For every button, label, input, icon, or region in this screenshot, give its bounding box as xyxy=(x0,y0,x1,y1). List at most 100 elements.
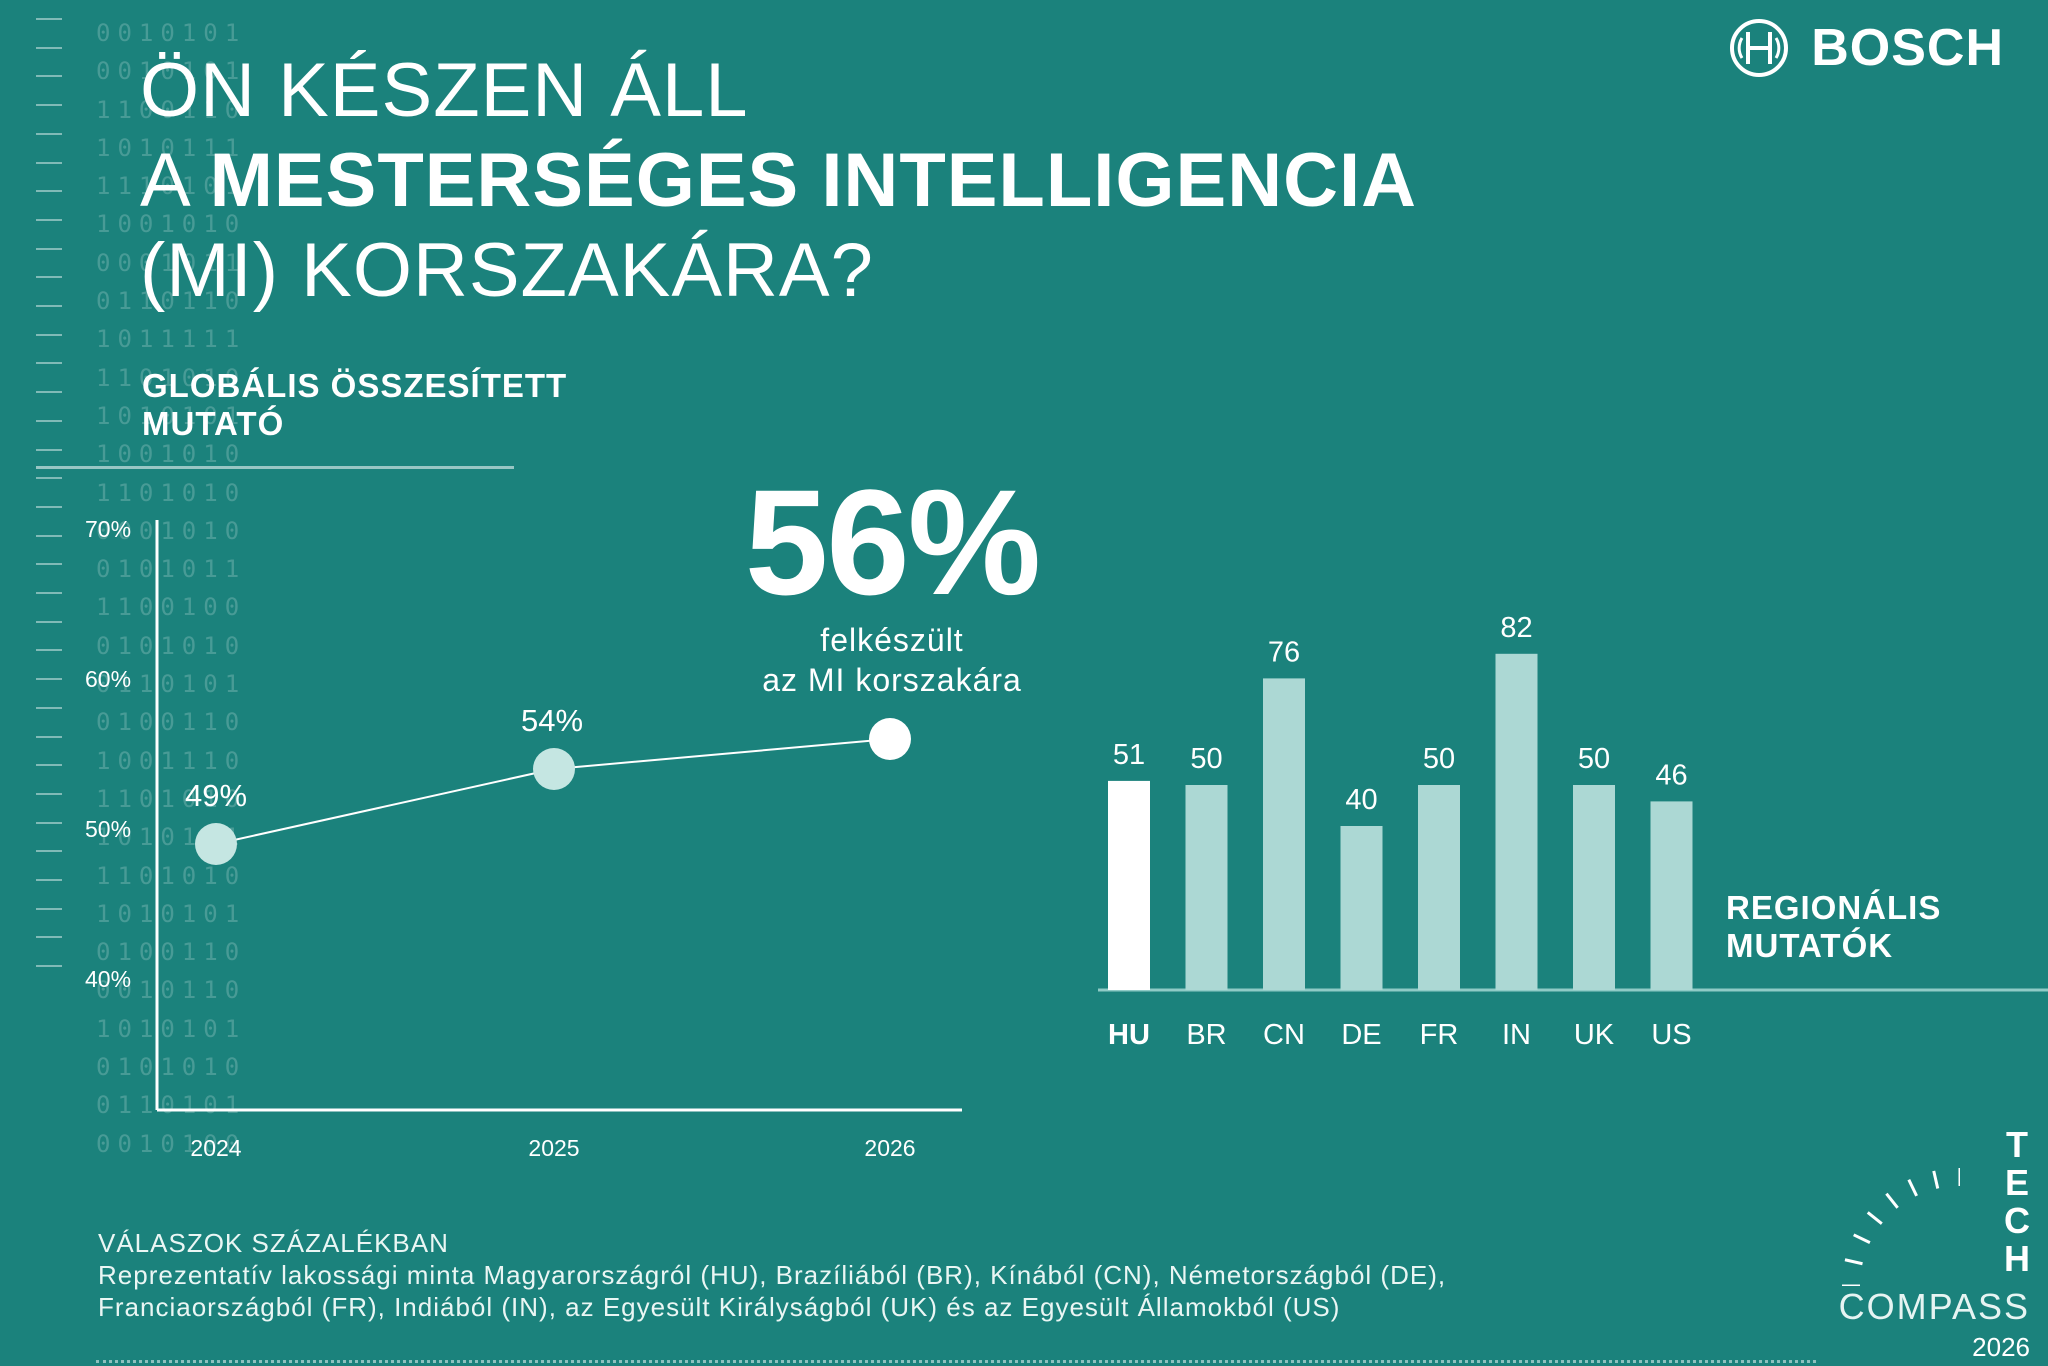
ruler-tick xyxy=(36,247,62,250)
y-tick-label: 50% xyxy=(85,816,131,842)
ruler-ticks xyxy=(36,0,64,980)
ruler-tick xyxy=(36,936,62,939)
tech-letter: T xyxy=(2006,1124,2028,1165)
bar-category-label: BR xyxy=(1186,1019,1226,1051)
title-line-3: (MI) KORSZAKÁRA? xyxy=(140,228,874,313)
ruler-tick xyxy=(36,276,62,279)
bar-category-label: FR xyxy=(1420,1019,1459,1051)
ruler-tick xyxy=(36,965,62,968)
bar-value-label: 82 xyxy=(1500,612,1532,644)
bar-category-label: HU xyxy=(1108,1019,1150,1051)
bar xyxy=(1495,653,1538,990)
bar-category-label: US xyxy=(1651,1019,1691,1051)
ruler-tick xyxy=(36,218,62,221)
global-line-chart: 70% 60% 50% 40% 2024 2025 2026 49% 54% xyxy=(85,516,962,1161)
gauge-tick xyxy=(1853,1233,1871,1244)
ruler-tick xyxy=(36,18,62,20)
bar xyxy=(1573,785,1615,990)
highlight-caption-line-2: az MI korszakára xyxy=(762,662,1022,698)
ruler-tick xyxy=(36,735,62,738)
bar-category-label: DE xyxy=(1341,1019,1381,1051)
data-label: 49% xyxy=(185,778,247,813)
gauge-tick xyxy=(1907,1179,1918,1197)
y-tick-label: 70% xyxy=(85,516,131,542)
highlight-value: 56% xyxy=(744,458,1041,626)
ruler-tick xyxy=(36,448,62,451)
data-point xyxy=(533,748,575,790)
bar xyxy=(1263,678,1305,990)
ruler-tick xyxy=(36,706,62,709)
bar-category-label: UK xyxy=(1574,1019,1615,1051)
x-tick-label: 2025 xyxy=(528,1135,579,1161)
ruler-tick xyxy=(36,563,62,566)
x-tick-label: 2026 xyxy=(864,1135,915,1161)
bar xyxy=(1340,826,1383,990)
y-tick-label: 40% xyxy=(85,966,131,992)
ruler-tick xyxy=(36,764,62,767)
ruler-tick xyxy=(36,792,62,795)
ruler-tick xyxy=(36,477,62,480)
bar-value-label: 50 xyxy=(1578,743,1610,775)
ruler-tick xyxy=(36,649,62,652)
bar xyxy=(1650,801,1693,990)
title-line-2: A MESTERSÉGES INTELLIGENCIA xyxy=(140,136,1417,226)
highlight-caption: felkészült az MI korszakára xyxy=(692,620,1092,700)
ruler-tick xyxy=(36,46,62,49)
regional-index-label: REGIONÁLIS MUTATÓK xyxy=(1726,889,1941,965)
y-tick-label: 60% xyxy=(85,666,131,692)
global-divider xyxy=(36,466,514,469)
bar-value-label: 40 xyxy=(1345,784,1377,816)
footnote-line-2: Franciaországból (FR), Indiából (IN), az… xyxy=(98,1292,1341,1322)
title-line-1: ÖN KÉSZEN ÁLL xyxy=(140,48,749,133)
ruler-tick xyxy=(36,362,62,365)
data-point xyxy=(869,718,911,760)
ruler-tick xyxy=(36,505,62,508)
tech-letter: C xyxy=(2004,1200,2030,1241)
bar-category-label: IN xyxy=(1502,1019,1531,1051)
data-label: 54% xyxy=(521,703,583,738)
compass-gauge-icon xyxy=(1842,1168,1960,1286)
ruler-tick xyxy=(36,534,62,537)
ruler-tick xyxy=(36,879,62,881)
ruler-tick xyxy=(36,132,62,135)
footnote-heading: VÁLASZOK SZÁZALÉKBAN xyxy=(98,1228,449,1258)
bar-value-label: 76 xyxy=(1268,636,1300,668)
gauge-tick xyxy=(1844,1258,1863,1266)
global-label-line-1: GLOBÁLIS ÖSSZESÍTETT xyxy=(142,367,568,404)
ruler-tick xyxy=(36,850,62,853)
compass-word: COMPASS xyxy=(1838,1286,2030,1327)
regional-label-line-2: MUTATÓK xyxy=(1726,927,1894,964)
ruler-tick xyxy=(36,678,62,681)
ruler-tick xyxy=(36,333,62,336)
title-line-2-bold: MESTERSÉGES INTELLIGENCIA xyxy=(209,138,1417,223)
ruler-tick xyxy=(36,75,62,78)
ruler-tick xyxy=(36,419,62,422)
regional-bar-chart: 51 HU 50 BR 76 CN 40 DE 50 FR 82 IN 50 UK 46 US xyxy=(1098,612,2048,1051)
ruler-tick xyxy=(36,305,62,307)
tech-letter: H xyxy=(2004,1238,2030,1279)
bottom-dotted-rule xyxy=(96,1360,1816,1363)
bar xyxy=(1108,780,1150,990)
title-line-2-prefix: A xyxy=(140,138,210,223)
highlight-caption-line-1: felkészült xyxy=(820,622,964,658)
brand-logo: BOSCH xyxy=(1729,18,2004,78)
ruler-tick xyxy=(36,620,62,623)
page-title: ÖN KÉSZEN ÁLL A MESTERSÉGES INTELLIGENCI… xyxy=(140,46,1417,316)
bar xyxy=(1185,785,1228,990)
gauge-tick xyxy=(1885,1192,1899,1209)
bar-value-label: 46 xyxy=(1655,759,1687,791)
bar-value-label: 50 xyxy=(1423,743,1455,775)
bar-value-label: 50 xyxy=(1190,743,1222,775)
binary-pattern: 0010101 0010101 1100110 1010111 1110101 … xyxy=(96,19,247,1158)
ruler-tick xyxy=(36,190,62,193)
badge-year: 2026 xyxy=(1972,1332,2030,1362)
global-label-line-2: MUTATÓ xyxy=(142,405,285,442)
gauge-tick xyxy=(1866,1211,1883,1225)
ruler-tick xyxy=(36,907,62,910)
bar-category-label: CN xyxy=(1263,1019,1305,1051)
regional-label-line-1: REGIONÁLIS xyxy=(1726,889,1942,926)
ruler-tick xyxy=(36,821,62,824)
ruler-tick xyxy=(36,592,62,594)
